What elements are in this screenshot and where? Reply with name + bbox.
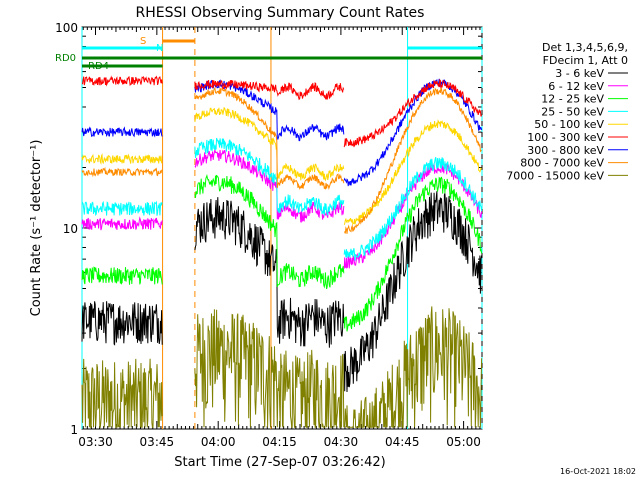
legend-label-5: 100 - 300 keV: [527, 131, 604, 144]
series-line-0: [81, 191, 483, 393]
legend-label-6: 300 - 800 keV: [527, 144, 604, 157]
legend-label-2: 12 - 25 keV: [541, 93, 604, 106]
x-axis-label: Start Time (27-Sep-07 03:26:42): [174, 455, 385, 470]
x-tick-label: 04:00: [201, 435, 236, 449]
x-tick-label: 03:45: [140, 435, 175, 449]
legend-header-line-1: Det 1,3,4,5,6,9,: [542, 41, 628, 54]
chart-title: RHESSI Observing Summary Count Rates: [136, 5, 425, 21]
series-line-6: [81, 78, 483, 187]
series-line-4: [81, 106, 482, 226]
legend-label-1: 6 - 12 keV: [548, 80, 604, 93]
y-tick-label: 100: [55, 21, 78, 35]
flag-label-rd4: RD4: [88, 61, 109, 72]
legend-label-4: 50 - 100 keV: [534, 118, 604, 131]
series-line-2: [81, 173, 483, 332]
legend-label-0: 3 - 6 keV: [555, 67, 604, 80]
series-lines: [81, 75, 483, 428]
y-axis-label: Count Rate (s⁻¹ detector⁻¹): [29, 140, 44, 317]
x-tick-label: 03:30: [78, 435, 113, 449]
x-tick-label: 04:45: [385, 435, 420, 449]
legend-label-8: 7000 - 15000 keV: [506, 169, 604, 182]
series-line-3: [81, 137, 483, 261]
x-tick-label: 04:15: [262, 435, 297, 449]
series-line-7: [81, 86, 482, 234]
legend-label-7: 800 - 7000 keV: [520, 157, 604, 170]
legend-header-line-2: FDecim 1, Att 0: [543, 54, 628, 67]
legend: Det 1,3,4,5,6,9, FDecim 1, Att 0 3 - 6 k…: [506, 41, 628, 182]
series-line-5: [81, 75, 483, 148]
series-line-8: [81, 306, 483, 428]
legend-label-3: 25 - 50 keV: [541, 105, 604, 118]
flag-label-rd0: RD0: [55, 53, 76, 64]
y-tick-label: 1: [70, 423, 78, 437]
x-tick-label: 04:30: [324, 435, 359, 449]
timestamp: 16-Oct-2021 18:02: [560, 467, 636, 476]
y-tick-label: 10: [63, 222, 78, 236]
flag-label-s: S: [140, 36, 146, 47]
flag-label-n: N: [156, 43, 163, 54]
x-tick-label: 05:00: [446, 435, 481, 449]
status-flags: [82, 39, 482, 68]
